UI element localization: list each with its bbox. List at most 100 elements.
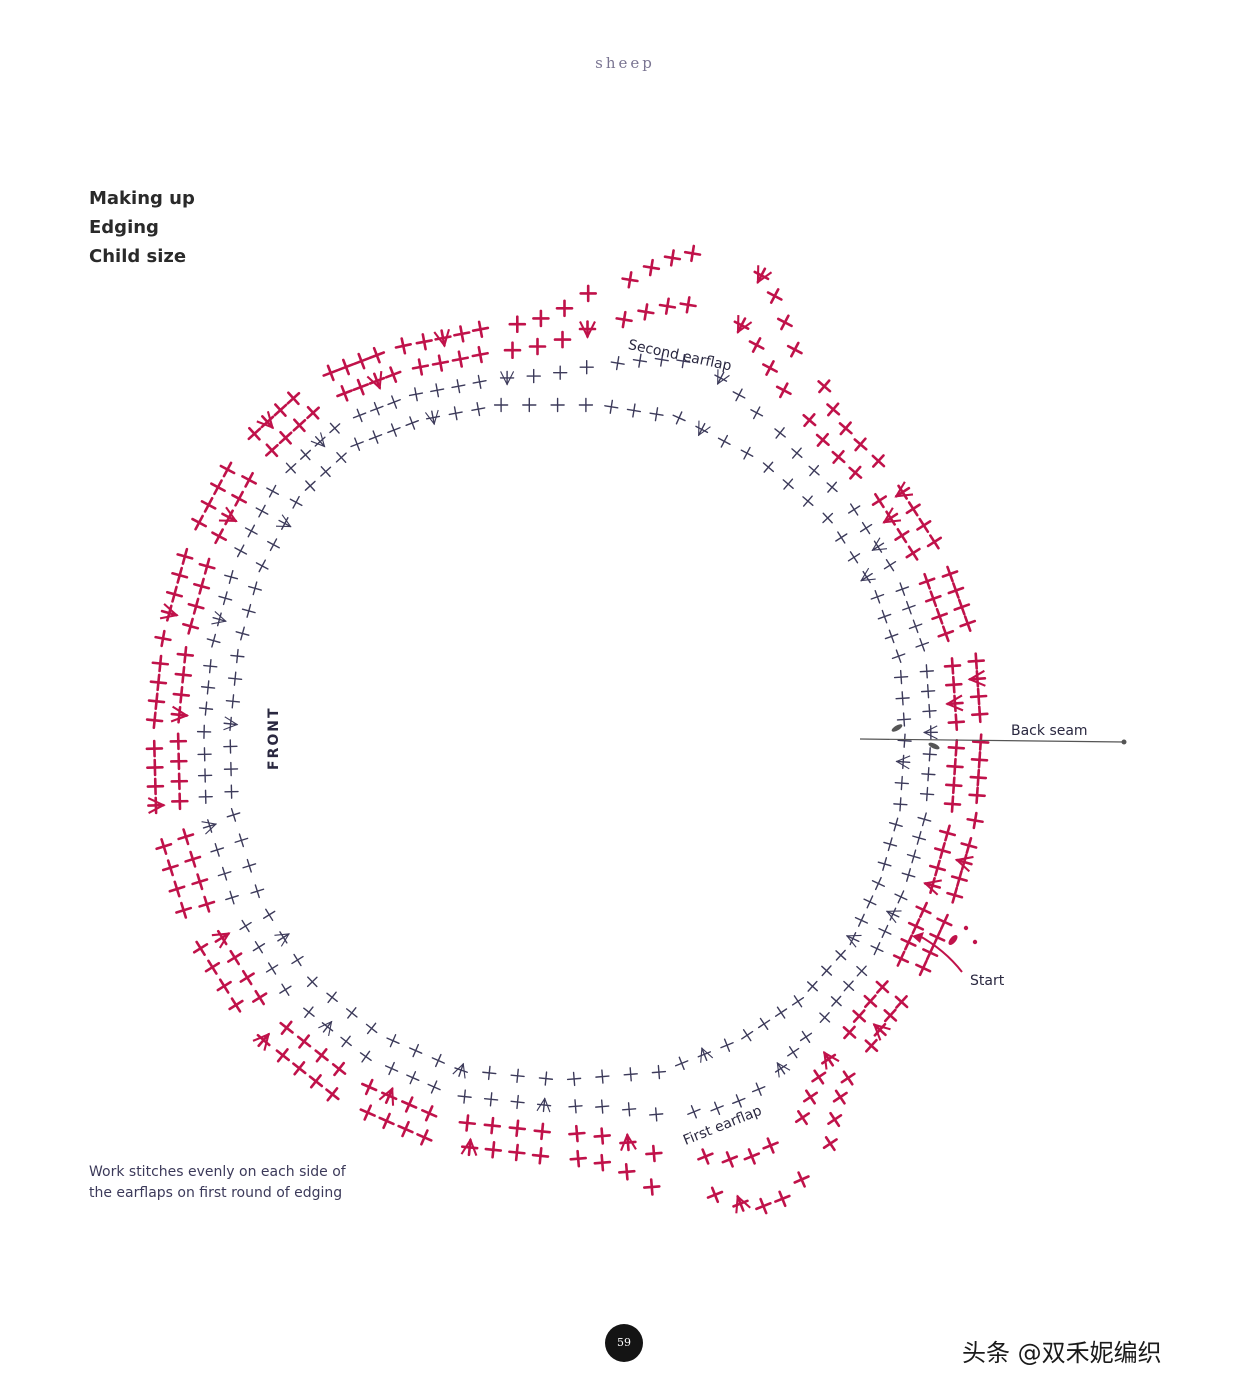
stitch-symbol bbox=[175, 901, 193, 919]
stitch-symbol bbox=[310, 432, 326, 448]
stitch-symbol bbox=[604, 399, 619, 414]
stitch-symbol bbox=[508, 1143, 526, 1162]
stitch-symbol bbox=[832, 1089, 848, 1105]
stitch-symbol bbox=[352, 378, 370, 396]
stitch-symbol bbox=[854, 913, 869, 927]
stitch-symbol bbox=[959, 615, 977, 632]
stitch-symbol bbox=[170, 705, 190, 724]
stitch-symbol bbox=[386, 1034, 400, 1048]
stitch-symbol bbox=[387, 423, 401, 437]
stitch-symbol bbox=[154, 629, 172, 648]
stitch-symbol bbox=[211, 528, 228, 545]
stitch-symbol bbox=[218, 506, 238, 526]
stitch-symbol bbox=[174, 666, 193, 684]
stitch-symbol bbox=[252, 940, 266, 954]
stitch-symbol bbox=[774, 1061, 791, 1078]
stitch-symbol bbox=[757, 1017, 771, 1031]
stitch-symbol bbox=[219, 461, 236, 478]
stitch-symbol bbox=[826, 402, 841, 417]
stitch-symbol bbox=[531, 1147, 550, 1165]
stitch-symbol bbox=[255, 504, 269, 518]
stitch-symbol bbox=[146, 758, 164, 777]
stitch-symbol bbox=[649, 407, 664, 422]
stitch-symbol bbox=[411, 358, 430, 376]
stitch-symbol bbox=[528, 337, 547, 356]
stitch-symbol bbox=[922, 703, 937, 719]
stitch-symbol bbox=[226, 807, 241, 822]
stitch-symbol bbox=[408, 387, 424, 402]
stitch-symbol bbox=[252, 989, 268, 1006]
stitch-symbol bbox=[211, 929, 231, 949]
front-label: FRONT bbox=[266, 706, 282, 770]
stitch-symbol bbox=[610, 355, 625, 371]
stitch-symbol bbox=[626, 403, 642, 418]
stitch-symbol bbox=[826, 481, 838, 493]
slip-stitch-mark-back-1 bbox=[891, 724, 903, 732]
title-edging: Edging bbox=[89, 217, 159, 238]
stitch-symbol bbox=[155, 838, 173, 855]
stitch-symbol bbox=[568, 1124, 586, 1143]
stitch-symbol bbox=[430, 383, 445, 398]
stitch-symbol bbox=[292, 418, 307, 433]
stitch-symbol bbox=[241, 603, 256, 618]
stitch-symbol bbox=[947, 713, 966, 731]
stitch-symbol bbox=[210, 842, 225, 857]
stitch-symbol bbox=[969, 768, 988, 787]
stitch-symbol bbox=[819, 1012, 831, 1023]
stitch-symbol bbox=[303, 1006, 315, 1019]
stitch-symbol bbox=[299, 449, 312, 461]
stitch-symbol bbox=[452, 1062, 468, 1079]
stitch-symbol bbox=[291, 953, 304, 967]
stitch-symbol bbox=[871, 537, 888, 553]
stitch-symbol bbox=[308, 1074, 324, 1089]
stitch-symbol bbox=[458, 1114, 477, 1132]
stitch-symbol bbox=[526, 368, 541, 384]
stitch-symbol bbox=[267, 538, 280, 552]
stitch-symbol bbox=[971, 733, 990, 751]
stitch-symbol bbox=[895, 691, 910, 706]
stitch-symbol bbox=[184, 850, 202, 868]
stitch-symbol bbox=[960, 836, 978, 855]
stitch-symbol bbox=[966, 811, 984, 830]
stitch-symbol bbox=[827, 1111, 843, 1128]
stitch-symbol bbox=[431, 354, 450, 372]
stitch-symbol bbox=[775, 382, 792, 399]
stitch-symbol bbox=[883, 559, 897, 572]
stitch-symbol bbox=[891, 649, 906, 664]
stitch-symbol bbox=[227, 949, 243, 966]
stitch-symbol bbox=[401, 1096, 418, 1113]
stitch-symbol bbox=[885, 907, 902, 924]
stitch-symbol bbox=[335, 451, 347, 464]
stitch-symbol bbox=[365, 1022, 378, 1035]
stitch-symbol bbox=[171, 566, 189, 584]
stitch-symbol bbox=[755, 1197, 772, 1215]
stitch-symbol bbox=[791, 447, 803, 459]
start-label: Start bbox=[970, 973, 1005, 989]
stitch-symbol bbox=[924, 590, 942, 608]
stitch-symbol bbox=[632, 353, 648, 368]
stitch-symbol bbox=[806, 980, 819, 992]
stitch-symbol bbox=[717, 434, 731, 448]
stitch-symbol bbox=[415, 333, 433, 351]
stitch-symbol bbox=[359, 1104, 376, 1121]
stitch-symbol bbox=[255, 559, 269, 573]
stitch-symbol bbox=[871, 454, 886, 468]
stitch-symbol bbox=[197, 747, 212, 762]
stitch-symbol bbox=[239, 969, 255, 986]
stitch-symbol bbox=[967, 669, 987, 688]
stitch-symbol bbox=[905, 501, 921, 517]
stitch-symbol bbox=[943, 795, 962, 813]
stitch-symbol bbox=[906, 849, 921, 864]
stitch-symbol bbox=[361, 1078, 378, 1096]
stitch-symbol bbox=[817, 379, 832, 394]
stitch-symbol bbox=[922, 944, 939, 961]
stitch-symbol bbox=[595, 1099, 610, 1114]
stitch-symbol bbox=[322, 364, 340, 382]
stitch-symbol bbox=[394, 337, 412, 355]
stitch-symbol bbox=[733, 315, 753, 334]
stitch-symbol bbox=[350, 437, 364, 451]
stitch-symbol bbox=[159, 603, 179, 622]
stitch-symbol bbox=[941, 565, 959, 583]
stitch-symbol bbox=[248, 581, 262, 596]
stitch-symbol bbox=[872, 1022, 891, 1041]
